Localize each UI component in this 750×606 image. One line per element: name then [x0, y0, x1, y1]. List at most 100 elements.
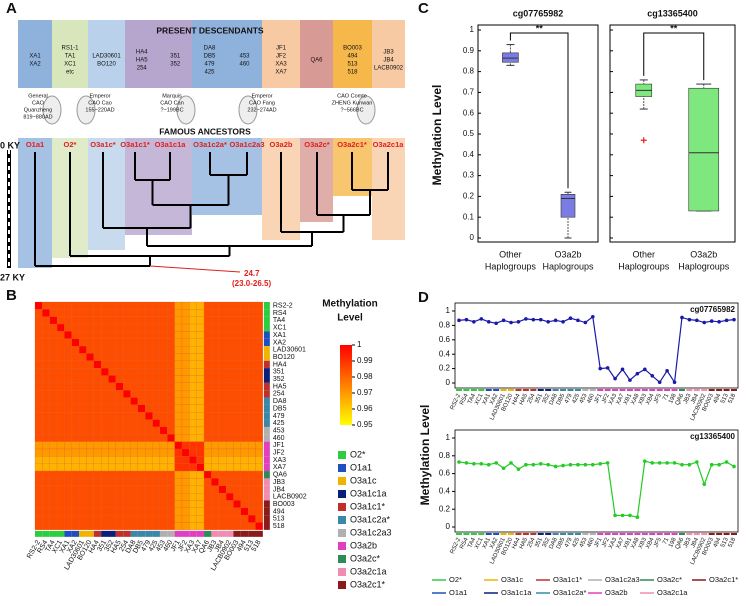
row-label: XA7 [273, 464, 286, 471]
heatmap-cell [93, 368, 102, 376]
descendant-column [333, 20, 372, 88]
heatmap-cell [108, 390, 116, 398]
heatmap-cell [123, 404, 131, 413]
heatmap-cell [196, 515, 205, 523]
heatmap-cell [108, 434, 116, 442]
heatmap-cell [34, 309, 43, 317]
group-strip [263, 493, 270, 501]
heatmap-cell [152, 346, 161, 354]
heatmap-cell [248, 309, 256, 317]
heatmap-cell [86, 456, 94, 464]
x-tick-label: 513 [720, 392, 730, 404]
point [672, 461, 677, 465]
heatmap-cell [211, 434, 219, 442]
heatmap-cell [137, 323, 146, 332]
point [598, 462, 603, 466]
group-strip [263, 353, 270, 361]
heatmap-cell [49, 323, 58, 332]
heatmap-cell [123, 500, 131, 508]
point [583, 320, 588, 325]
heatmap-cell [49, 478, 58, 486]
heatmap-cell [78, 375, 87, 383]
heatmap-cell [101, 382, 109, 391]
heatmap-cell [71, 309, 80, 317]
point [531, 462, 536, 467]
heatmap-cell [101, 448, 109, 457]
group-strip [49, 530, 58, 537]
heatmap-cell [93, 441, 102, 450]
legend-swatch [338, 529, 346, 537]
heatmap-cell [108, 316, 116, 325]
point [650, 374, 655, 378]
group-strip [263, 515, 270, 523]
heatmap-cell [211, 404, 219, 413]
heatmap-cell [93, 485, 102, 494]
heatmap-cell [159, 419, 168, 428]
heatmap-cell [64, 507, 72, 516]
point [613, 376, 617, 381]
time-label: 0 KY [0, 140, 20, 150]
ancestor-caption: ?~199BC [160, 107, 183, 113]
heatmap-cell [233, 360, 241, 369]
heatmap-cell [42, 316, 50, 325]
heatmap-cell [56, 485, 65, 494]
heatmap-cell [145, 323, 153, 332]
heatmap-cell [78, 397, 87, 405]
group-strip [263, 309, 270, 317]
heatmap-cell [248, 434, 256, 442]
heatmap-cell [152, 500, 161, 508]
heatmap-cell [203, 515, 212, 523]
heatmap-cell [108, 507, 116, 516]
heatmap-cell [64, 397, 72, 405]
heatmap-cell [196, 456, 205, 464]
heatmap-cell [248, 470, 256, 479]
heatmap-cell [233, 346, 241, 354]
heatmap-cell [93, 515, 102, 523]
heatmap-cell [218, 434, 227, 442]
heatmap-cell [42, 441, 50, 450]
heatmap-cell [240, 309, 249, 317]
heatmap-cell [159, 456, 168, 464]
heatmap-cell [56, 301, 65, 310]
heatmap-cell [49, 375, 58, 383]
heatmap-cell [218, 522, 227, 530]
heatmap-cell [255, 353, 263, 361]
heatmap-cell [218, 404, 227, 413]
heatmap-cell [233, 426, 241, 435]
heatmap-cell [56, 309, 65, 317]
heatmap-cell [211, 478, 219, 486]
x-tick-label: 352 [542, 536, 552, 548]
heatmap-cell [56, 441, 65, 450]
heatmap-cell [233, 456, 241, 464]
point [479, 462, 484, 466]
descendant-sample: HA5 [136, 58, 148, 64]
heatmap-cell [152, 404, 161, 413]
heatmap-cell [152, 463, 161, 472]
point [561, 463, 565, 468]
box [560, 194, 576, 218]
heatmap-cell [167, 375, 175, 383]
row-label: 494 [273, 508, 285, 515]
point [635, 515, 640, 520]
row-label: QA6 [273, 472, 287, 479]
heatmap-cell [64, 338, 72, 347]
heatmap-cell [203, 522, 212, 530]
heatmap-cell [218, 397, 227, 405]
heatmap-cell [130, 485, 139, 494]
heatmap-cell [233, 390, 241, 398]
heatmap-cell [108, 331, 116, 339]
heatmap-cell [167, 441, 175, 450]
heatmap-cell [49, 316, 58, 325]
heatmap-cell [196, 522, 205, 530]
descendant-sample: XA7 [275, 70, 287, 76]
heatmap-cell [174, 346, 183, 354]
x-tick-label: 254 [527, 392, 537, 404]
heatmap-cell [248, 390, 256, 398]
heatmap-cell [56, 338, 65, 347]
group-strip [240, 530, 249, 537]
heatmap-cell [174, 412, 183, 420]
heatmap-cell [56, 426, 65, 435]
heatmap-cell [233, 331, 241, 339]
heatmap-cell [86, 412, 94, 420]
colorbar-tick-label: 0.99 [357, 356, 373, 365]
